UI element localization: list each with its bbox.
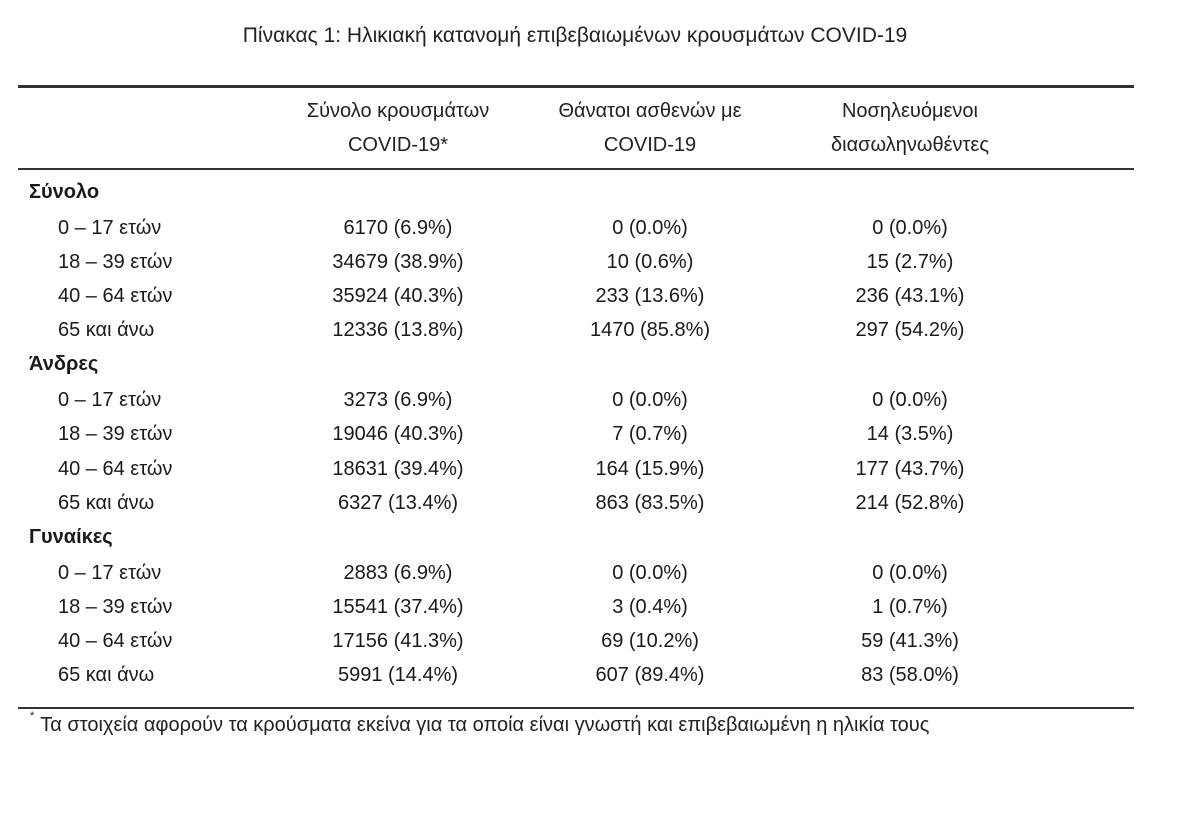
cell-intubated: 14 (3.5%) xyxy=(866,423,954,446)
cell-deaths: 1470 (85.8%) xyxy=(589,319,711,342)
header-deaths: Θάνατοι ασθενών με COVID-19 xyxy=(520,94,780,162)
group-label: Γυναίκες xyxy=(29,525,113,548)
group-label: Άνδρες xyxy=(29,353,99,376)
footnote: * Τα στοιχεία αφορούν τα κρούσματα εκείνα… xyxy=(30,710,930,737)
table-row: 40 – 64 ετών 35924 (40.3%) 233 (13.6%) 2… xyxy=(0,279,1200,313)
table-row: 0 – 17 ετών 2883 (6.9%) 0 (0.0%) 0 (0.0%… xyxy=(0,556,1200,590)
cell-intubated: 214 (52.8%) xyxy=(855,491,965,514)
table-body: Σύνολο 0 – 17 ετών 6170 (6.9%) 0 (0.0%) … xyxy=(0,175,1200,692)
cell-deaths: 69 (10.2%) xyxy=(601,629,699,652)
cell-deaths: 3 (0.4%) xyxy=(612,595,688,618)
cell-cases: 12336 (13.8%) xyxy=(332,319,464,342)
header-total-cases: Σύνολο κρουσμάτων COVID-19* xyxy=(268,94,528,162)
header-intubated-line1: Νοσηλευόμενοι xyxy=(841,100,978,122)
row-label: 0 – 17 ετών xyxy=(58,561,162,584)
cell-intubated: 177 (43.7%) xyxy=(855,457,965,480)
footnote-text: Τα στοιχεία αφορούν τα κρούσματα εκείνα … xyxy=(40,714,930,736)
table-row: 40 – 64 ετών 17156 (41.3%) 69 (10.2%) 59… xyxy=(0,624,1200,658)
cell-cases: 17156 (41.3%) xyxy=(332,629,464,652)
table-row: 65 και άνω 5991 (14.4%) 607 (89.4%) 83 (… xyxy=(0,658,1200,692)
cell-deaths: 0 (0.0%) xyxy=(612,217,688,239)
row-label: 0 – 17 ετών xyxy=(58,217,162,239)
row-label: 65 και άνω xyxy=(58,491,155,514)
cell-intubated: 59 (41.3%) xyxy=(861,629,959,652)
group-label: Σύνολο xyxy=(29,181,100,203)
row-label: 40 – 64 ετών xyxy=(58,629,173,652)
group-header-men: Άνδρες xyxy=(0,347,1200,383)
header-intubated: Νοσηλευόμενοι διασωληνωθέντες xyxy=(775,94,1045,162)
table-row: 0 – 17 ετών 3273 (6.9%) 0 (0.0%) 0 (0.0%… xyxy=(0,383,1200,417)
cell-cases: 5991 (14.4%) xyxy=(337,664,459,687)
cell-cases: 2883 (6.9%) xyxy=(343,561,453,584)
cell-cases: 6170 (6.9%) xyxy=(343,217,453,239)
cell-intubated: 83 (58.0%) xyxy=(861,664,959,687)
row-label: 0 – 17 ετών xyxy=(58,389,162,412)
cell-intubated: 0 (0.0%) xyxy=(872,389,948,412)
table-top-rule xyxy=(18,85,1134,88)
cell-cases: 15541 (37.4%) xyxy=(332,595,464,618)
cell-deaths: 7 (0.7%) xyxy=(612,423,688,446)
table-row: 0 – 17 ετών 6170 (6.9%) 0 (0.0%) 0 (0.0%… xyxy=(0,211,1200,245)
row-label: 40 – 64 ετών xyxy=(58,457,173,480)
cell-cases: 35924 (40.3%) xyxy=(332,285,464,308)
cell-deaths: 0 (0.0%) xyxy=(612,561,688,584)
header-total-cases-line1: Σύνολο κρουσμάτων xyxy=(306,100,490,122)
header-intubated-line2: διασωληνωθέντες xyxy=(831,134,989,156)
table-caption: Πίνακας 1: Ηλικιακή κατανομή επιβεβαιωμέ… xyxy=(242,24,908,47)
row-label: 18 – 39 ετών xyxy=(58,423,173,446)
table-row: 18 – 39 ετών 15541 (37.4%) 3 (0.4%) 1 (0… xyxy=(0,590,1200,624)
footnote-marker: * xyxy=(30,710,35,723)
cell-intubated: 297 (54.2%) xyxy=(855,319,965,342)
table-row: 65 και άνω 6327 (13.4%) 863 (83.5%) 214 … xyxy=(0,486,1200,520)
table-row: 18 – 39 ετών 19046 (40.3%) 7 (0.7%) 14 (… xyxy=(0,417,1200,451)
cell-cases: 6327 (13.4%) xyxy=(337,491,459,514)
cell-deaths: 607 (89.4%) xyxy=(595,664,705,687)
cell-cases: 3273 (6.9%) xyxy=(343,389,453,412)
group-header-total: Σύνολο xyxy=(0,175,1200,211)
row-label: 40 – 64 ετών xyxy=(58,285,173,308)
row-label: 18 – 39 ετών xyxy=(58,595,173,618)
header-deaths-line2: COVID-19 xyxy=(603,134,697,156)
row-label: 65 και άνω xyxy=(58,319,155,342)
cell-cases: 34679 (38.9%) xyxy=(332,251,464,274)
cell-intubated: 0 (0.0%) xyxy=(872,217,948,239)
table-row: 40 – 64 ετών 18631 (39.4%) 164 (15.9%) 1… xyxy=(0,452,1200,486)
row-label: 18 – 39 ετών xyxy=(58,251,173,274)
table-header-rule xyxy=(18,168,1134,170)
cell-intubated: 0 (0.0%) xyxy=(872,561,948,584)
cell-cases: 18631 (39.4%) xyxy=(332,457,464,480)
cell-cases: 19046 (40.3%) xyxy=(332,423,464,446)
cell-deaths: 0 (0.0%) xyxy=(612,389,688,412)
table-bottom-rule xyxy=(18,707,1134,709)
cell-intubated: 15 (2.7%) xyxy=(866,251,954,274)
cell-deaths: 233 (13.6%) xyxy=(595,285,705,308)
table-row: 18 – 39 ετών 34679 (38.9%) 10 (0.6%) 15 … xyxy=(0,245,1200,279)
row-label: 65 και άνω xyxy=(58,664,155,687)
table-row: 65 και άνω 12336 (13.8%) 1470 (85.8%) 29… xyxy=(0,313,1200,347)
header-total-cases-line2: COVID-19* xyxy=(347,134,449,156)
cell-deaths: 164 (15.9%) xyxy=(595,457,705,480)
cell-intubated: 236 (43.1%) xyxy=(855,285,965,308)
cell-intubated: 1 (0.7%) xyxy=(872,595,948,618)
group-header-women: Γυναίκες xyxy=(0,520,1200,556)
cell-deaths: 10 (0.6%) xyxy=(606,251,694,274)
header-deaths-line1: Θάνατοι ασθενών με xyxy=(558,100,742,122)
cell-deaths: 863 (83.5%) xyxy=(595,491,705,514)
